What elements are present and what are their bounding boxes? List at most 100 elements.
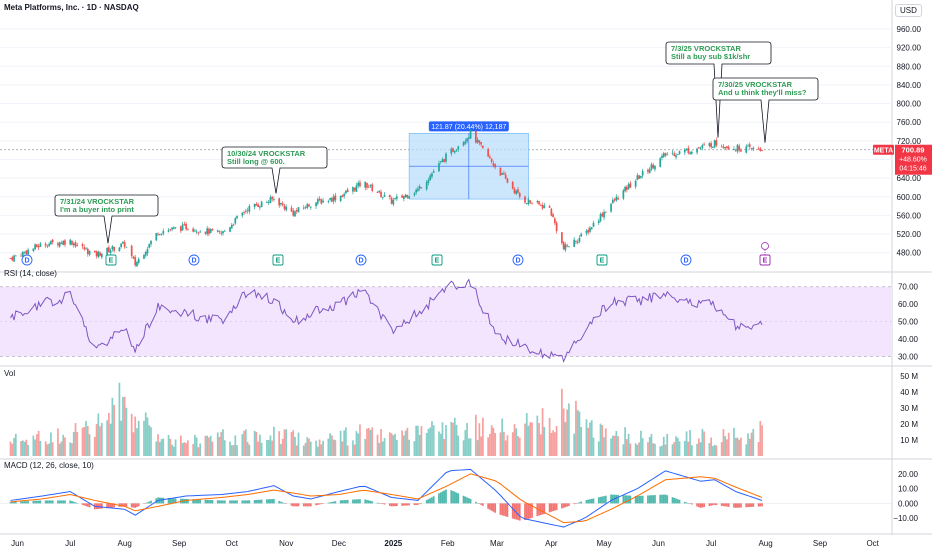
volume-bar	[9, 441, 12, 456]
earnings-badge[interactable]: E	[272, 254, 284, 266]
candle-body	[413, 193, 416, 196]
candle-body	[359, 182, 361, 187]
candle-body	[269, 197, 272, 204]
volume-bar	[346, 445, 349, 456]
candle-body	[759, 148, 762, 152]
earnings-badge[interactable]: E	[759, 254, 771, 266]
macd-hist-bar	[722, 503, 725, 507]
macd-hist-bar	[466, 497, 468, 504]
macd-hist-bar	[57, 500, 59, 504]
volume-bar	[636, 444, 639, 456]
measure-tool[interactable]: 121.87 (20.44%) 12,187	[408, 121, 529, 200]
volume-bar	[332, 439, 335, 456]
candle-body	[211, 229, 214, 231]
candle-body	[401, 195, 403, 198]
dividend-badge[interactable]: D	[21, 254, 33, 266]
macd-hist-bar	[32, 500, 35, 504]
macd-tick-label: 10.00	[898, 485, 919, 494]
macd-hist-bar	[318, 503, 321, 505]
macd-hist-bar	[759, 503, 762, 507]
dividend-badge[interactable]: D	[188, 254, 200, 266]
volume-bar	[95, 424, 98, 456]
candle-body	[355, 185, 358, 192]
candle-body	[564, 244, 567, 251]
candle-body	[21, 251, 24, 257]
candle-body	[455, 149, 458, 151]
candle-body	[683, 149, 686, 153]
volume-bar	[439, 433, 442, 456]
candle-body	[281, 203, 284, 205]
candle-body	[445, 153, 447, 162]
candle-body	[761, 150, 763, 151]
badge-frame	[188, 254, 200, 266]
candle-body	[450, 148, 453, 154]
volume-bar	[452, 422, 454, 456]
volume-bar	[513, 424, 516, 456]
macd-hist-bar	[378, 503, 381, 504]
volume-bar	[727, 432, 730, 456]
macd-hist-bar	[69, 500, 72, 504]
volume-bar	[610, 438, 612, 456]
volume-bar	[590, 420, 593, 456]
candle-body	[346, 189, 349, 193]
candle-body	[615, 196, 618, 201]
dividend-badge[interactable]: D	[355, 254, 367, 266]
earnings-badge[interactable]: E	[431, 254, 443, 266]
candle-body	[650, 164, 653, 170]
macd-hist-bar	[501, 503, 504, 516]
candle-body	[541, 205, 544, 209]
candle-body	[157, 233, 159, 235]
currency-label[interactable]: USD	[895, 4, 922, 17]
candle-body	[415, 189, 418, 193]
macd-hist-bar	[308, 503, 310, 507]
volume-bar	[236, 445, 238, 456]
candle-body	[46, 246, 49, 247]
macd-hist-bar	[37, 500, 40, 504]
macd-hist-bar	[285, 503, 288, 504]
volume-bar	[575, 400, 577, 456]
macd-hist-bar	[72, 501, 75, 504]
rsi-line-layer	[10, 278, 763, 364]
volume-bar	[208, 437, 210, 456]
dividend-badge[interactable]: D	[680, 254, 692, 266]
candle-body	[181, 224, 184, 231]
candle-body	[86, 248, 89, 254]
volume-bar	[273, 426, 275, 456]
earnings-badge[interactable]: E	[105, 254, 117, 266]
candle-body	[83, 247, 86, 250]
macd-hist-bar	[390, 503, 393, 507]
candle-body	[576, 241, 579, 244]
volume-bar	[222, 429, 224, 456]
macd-hist-bar	[482, 503, 484, 506]
macd-hist-bar	[418, 503, 421, 504]
macd-hist-bar	[536, 503, 539, 517]
volume-bar	[383, 438, 386, 456]
rsi-tick-label: 50.00	[898, 318, 919, 327]
candle-body	[687, 147, 690, 153]
volume-bar	[295, 445, 298, 456]
volume-bar	[93, 436, 96, 456]
candle-body	[701, 145, 704, 149]
candle-body	[51, 239, 54, 243]
dividend-badge[interactable]: D	[512, 254, 524, 266]
volume-bar	[576, 409, 579, 456]
macd-hist-bar	[62, 500, 65, 504]
volume-bar	[443, 438, 446, 456]
volume-bar	[722, 429, 725, 456]
macd-hist-bar	[666, 495, 669, 504]
candle-body	[627, 184, 630, 189]
candle-body	[733, 148, 735, 150]
candle-body	[402, 196, 405, 199]
earnings-badge[interactable]: E	[596, 254, 608, 266]
badge-letter: D	[683, 258, 688, 265]
volume-bar	[661, 445, 663, 456]
macd-hist-bar	[257, 499, 259, 504]
candle-body	[60, 242, 63, 244]
